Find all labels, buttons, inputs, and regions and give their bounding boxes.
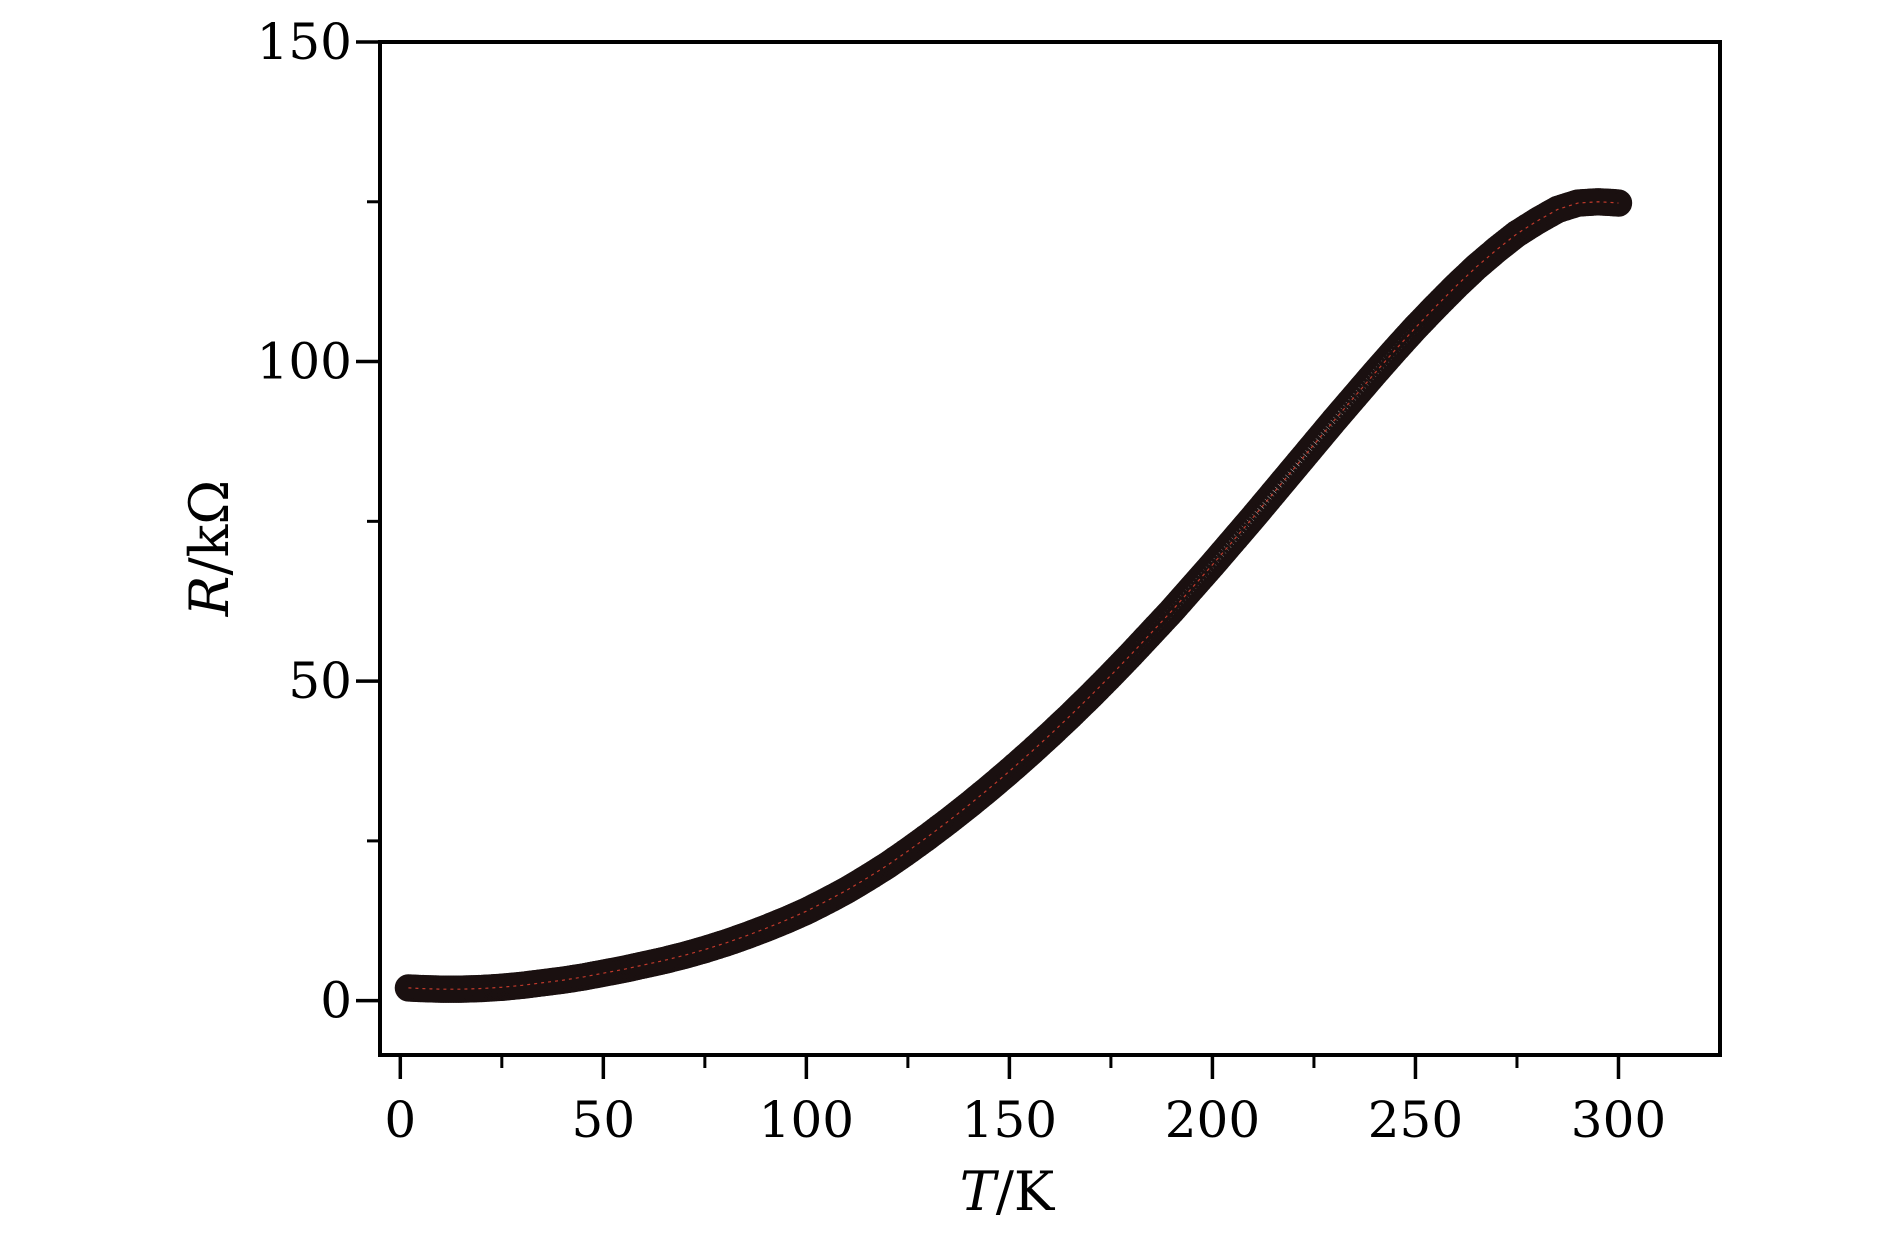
tick-labels: 0 50 100 150 200 250 300 0 50 100 150 bbox=[257, 13, 1667, 1149]
x-tick-label: 150 bbox=[962, 1091, 1057, 1149]
x-axis-label: T/K bbox=[960, 1160, 1056, 1223]
axis-ticks bbox=[356, 40, 1621, 1079]
plot-frame bbox=[378, 40, 1722, 1057]
y-tick-label: 100 bbox=[257, 333, 352, 391]
x-tick-label: 50 bbox=[572, 1091, 636, 1149]
y-tick-label: 150 bbox=[257, 13, 352, 71]
y-tick-label: 50 bbox=[288, 652, 352, 710]
x-tick-label: 100 bbox=[759, 1091, 854, 1149]
x-axis-unit: /K bbox=[996, 1160, 1056, 1223]
fit-line bbox=[408, 201, 1619, 990]
x-tick-label: 200 bbox=[1165, 1091, 1260, 1149]
x-tick-label: 250 bbox=[1368, 1091, 1463, 1149]
y-axis-label: R/kΩ bbox=[178, 480, 241, 617]
x-tick-label: 0 bbox=[384, 1091, 416, 1149]
data-marks bbox=[394, 188, 1633, 1003]
y-axis-variable: R bbox=[178, 576, 241, 618]
data-point bbox=[1604, 189, 1633, 217]
x-tick-label: 300 bbox=[1571, 1091, 1666, 1149]
y-tick-label: 0 bbox=[320, 972, 352, 1030]
y-axis-unit: /kΩ bbox=[178, 480, 241, 576]
x-axis-variable: T bbox=[960, 1160, 1000, 1223]
